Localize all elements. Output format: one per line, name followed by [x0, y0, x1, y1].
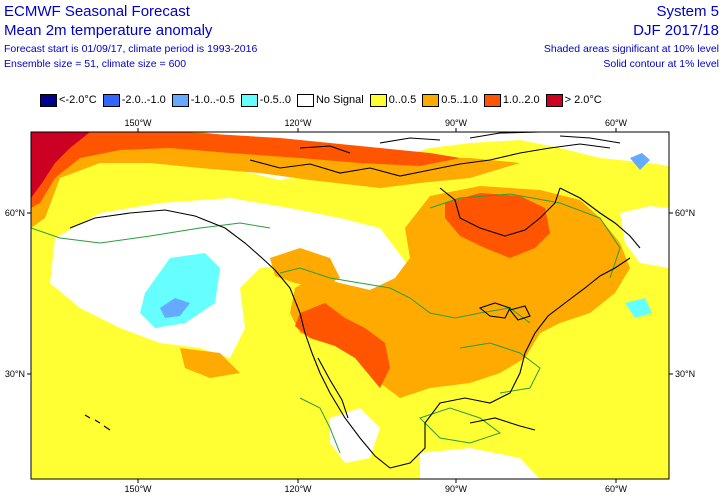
lat-label-60n: 60°N [5, 208, 25, 218]
tick-marks [27, 128, 673, 483]
ensemble-info: Ensemble size = 51, climate size = 600 [4, 58, 187, 70]
legend-swatch [422, 93, 440, 107]
legend-item: -2.0..-1.0 [102, 93, 166, 107]
no-signal-pacific [50, 198, 410, 358]
anomaly-0.5-1.0-patch [180, 348, 240, 378]
anomaly-0.5-1.0-west [270, 248, 340, 288]
coastline-arctic [249, 143, 611, 177]
system-label: System 5 [656, 3, 719, 20]
legend-label: -1.0..-0.5 [190, 94, 235, 106]
contour-line [299, 397, 341, 454]
coastlines [69, 132, 641, 469]
legend-swatch [171, 93, 189, 107]
contour-line [279, 267, 531, 324]
legend-label: No Signal [315, 94, 364, 106]
coastline-hawaii [84, 414, 111, 431]
legend-swatch [102, 93, 120, 107]
color-legend: <-2.0°C -2.0..-1.0 -1.0..-0.5 -0.5..0 No… [40, 92, 608, 108]
map-title: ECMWF Seasonal Forecast [4, 3, 190, 20]
lon-label-90w: 90°W [445, 118, 468, 128]
lat-label-30n-right: 30°N [675, 369, 695, 379]
legend-label: 0..0.5 [388, 94, 417, 106]
contour-line [429, 193, 621, 279]
lon-label-120w: 120°W [284, 118, 312, 128]
anomaly-1.0-2.0-hudson [445, 193, 550, 258]
legend-swatch [296, 93, 314, 107]
lon-label-60w: 60°W [605, 118, 628, 128]
legend-item: -1.0..-0.5 [171, 93, 235, 107]
no-signal-caribbean [330, 408, 380, 463]
lat-label-60n-right: 60°N [675, 208, 695, 218]
anomaly-1.0-2.0-southwest [295, 303, 390, 388]
coastline-west [274, 269, 391, 469]
lon-label-150w-bottom: 150°W [124, 484, 152, 494]
contour-line [419, 407, 502, 444]
lon-label-60w-bottom: 60°W [605, 484, 628, 494]
coastline-baja [317, 357, 349, 419]
shading-layer [31, 132, 669, 479]
no-signal-atlantic [620, 206, 669, 268]
coastline-gulf [389, 352, 526, 469]
legend-label: -2.0..-1.0 [121, 94, 166, 106]
coastline-alaska [69, 209, 276, 271]
coastline-greatlakes [478, 302, 531, 321]
legend-item: > 2.0°C [545, 93, 602, 107]
coastline-labrador [559, 187, 641, 249]
legend-label: > 2.0°C [564, 94, 602, 106]
legend-label: 1.0..2.0 [502, 94, 540, 106]
legend-label: <-2.0°C [59, 94, 97, 106]
coastline-east [524, 257, 631, 354]
no-signal-south [420, 448, 540, 479]
legend-label: -0.5..0 [259, 94, 291, 106]
anomaly-1.0-2.0-arctic [31, 132, 460, 208]
legend-swatch [40, 93, 57, 107]
anomaly-above-2-region [31, 132, 90, 198]
legend-swatch [483, 93, 501, 107]
coastline-islands [299, 132, 621, 154]
lon-label-120w-bottom: 120°W [284, 484, 312, 494]
legend-swatch [369, 93, 387, 107]
legend-item: 0.5..1.0 [422, 93, 478, 107]
lat-label-30n: 30°N [5, 369, 25, 379]
anomaly-map: 150°W 120°W 90°W 60°W 150°W 120°W 90°W 6… [5, 118, 695, 494]
lon-label-150w: 150°W [124, 118, 152, 128]
anomaly-negative-1.0-0.5-region [160, 298, 190, 318]
significance-1-note: Solid contour at 1% level [603, 58, 719, 70]
coastline-hudson [439, 187, 561, 237]
map-subtitle: Mean 2m temperature anomaly [4, 22, 213, 39]
season-label: DJF 2017/18 [633, 22, 719, 39]
legend-item: -0.5..0 [240, 93, 291, 107]
contour-line [459, 342, 541, 394]
contour-line [31, 222, 271, 244]
legend-swatch [240, 93, 258, 107]
map-frame [30, 131, 670, 480]
anomaly-negative-small-region [630, 153, 650, 170]
legend-swatch [545, 93, 563, 107]
legend-item: 1.0..2.0 [483, 93, 540, 107]
legend-label: 0.5..1.0 [441, 94, 478, 106]
legend-item: 0..0.5 [369, 93, 417, 107]
significance-10-note: Shaded areas significant at 10% level [543, 43, 719, 55]
significance-contours [31, 193, 621, 454]
anomaly-negative-0.5-0-region [140, 253, 220, 328]
lon-label-90w-bottom: 90°W [445, 484, 468, 494]
forecast-info: Forecast start is 01/09/17, climate peri… [4, 43, 258, 55]
anomaly-negative-atlantic-region [625, 298, 652, 318]
coastline-cuba [469, 417, 536, 431]
legend-item: <-2.0°C [40, 93, 97, 107]
legend-item: No Signal [296, 93, 364, 107]
